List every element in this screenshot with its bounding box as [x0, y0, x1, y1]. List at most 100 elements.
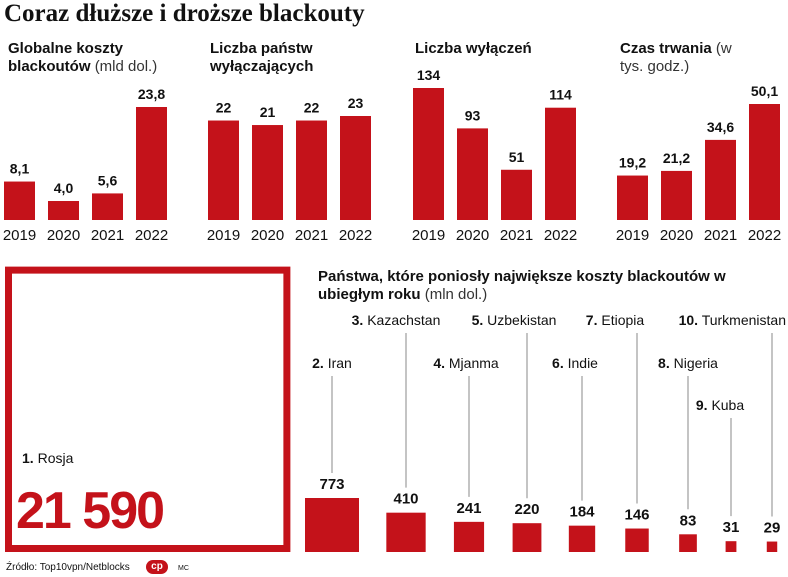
x-tick-label: 2019 — [412, 227, 445, 244]
value-label: 83 — [680, 512, 697, 529]
unit: (mld dol.) — [94, 58, 158, 75]
rank: 3. — [352, 312, 364, 328]
x-tick-label: 2021 — [91, 227, 124, 244]
square — [305, 498, 359, 552]
value-label: 5,6 — [98, 172, 118, 188]
category-label: 6. Indie — [552, 355, 598, 371]
category-label: 4. Mjanma — [433, 355, 499, 371]
bar — [501, 169, 532, 220]
rank: 2. — [312, 355, 324, 371]
square — [386, 512, 426, 552]
unit: (w tys. godz.) — [620, 40, 732, 75]
value-label: 23,8 — [138, 86, 165, 102]
value-label: 93 — [465, 107, 481, 123]
category: Iran — [328, 355, 352, 371]
value-label: 34,6 — [707, 119, 734, 135]
square — [512, 523, 542, 552]
title-text: Państwa, które poniosły największe koszt… — [318, 268, 726, 303]
category: Kazachstan — [367, 312, 440, 328]
category: Kuba — [711, 397, 744, 413]
rank: 1. — [22, 450, 34, 466]
chart-title: Czas trwania (w tys. godz.) — [620, 40, 750, 76]
category: Rosja — [38, 450, 74, 466]
x-tick-label: 2021 — [704, 227, 737, 244]
bar — [413, 88, 444, 220]
chart-title: Globalne koszty blackoutów (mld dol.) — [8, 40, 198, 76]
category-label: 7. Etiopia — [586, 312, 645, 328]
category-label: 3. Kazachstan — [352, 312, 441, 328]
bar — [208, 120, 239, 220]
category: Nigeria — [674, 355, 719, 371]
value-label: 29 — [764, 520, 781, 537]
category-label: 9. Kuba — [696, 397, 744, 413]
value-label: 410 — [393, 491, 418, 508]
source: Źródło: Top10vpn/Netblocks — [6, 562, 130, 573]
title-text: Liczba państw wyłączających — [210, 40, 314, 75]
value-label: 31 — [723, 519, 740, 536]
value-label: 22 — [216, 100, 232, 116]
bar — [749, 104, 780, 220]
title-text: Czas trwania — [620, 40, 712, 57]
square-outline — [5, 266, 291, 552]
x-tick-label: 2021 — [295, 227, 328, 244]
category-label: 1. Rosja — [22, 450, 74, 466]
value-label: 773 — [319, 476, 344, 493]
category: Uzbekistan — [487, 312, 556, 328]
value-label: 114 — [549, 87, 572, 103]
rank: 4. — [433, 355, 445, 371]
unit: (mln dol.) — [424, 286, 488, 303]
chart-title: Liczba wyłączeń — [415, 40, 605, 58]
logo: cp — [146, 560, 168, 574]
square — [725, 541, 737, 552]
value-label: 8,1 — [10, 161, 30, 177]
x-tick-label: 2022 — [135, 227, 168, 244]
value-label: 21,2 — [663, 150, 690, 166]
square — [625, 528, 649, 552]
chart-title: Liczba państw wyłączających — [210, 40, 360, 76]
category: Turkmenistan — [702, 312, 786, 328]
value-label: 146 — [624, 507, 649, 524]
x-tick-label: 2020 — [251, 227, 284, 244]
value-label: 241 — [456, 500, 481, 517]
x-tick-label: 2020 — [660, 227, 693, 244]
value-label: 23 — [348, 95, 364, 111]
chart-title: Państwa, które poniosły największe koszt… — [318, 268, 748, 304]
x-tick-label: 2022 — [339, 227, 372, 244]
rank: 9. — [696, 397, 708, 413]
bar — [457, 128, 488, 220]
square — [568, 525, 596, 552]
bar — [617, 175, 648, 220]
bar — [545, 107, 576, 220]
value-label: 21 590 — [16, 482, 163, 540]
value-label: 134 — [417, 67, 441, 83]
x-tick-label: 2019 — [616, 227, 649, 244]
value-label: 51 — [509, 149, 525, 165]
value-label: 50,1 — [751, 83, 778, 99]
x-tick-label: 2022 — [544, 227, 577, 244]
category: Indie — [568, 355, 599, 371]
category: Mjanma — [449, 355, 499, 371]
category-label: 2. Iran — [312, 355, 352, 371]
rank: 10. — [679, 312, 698, 328]
square — [453, 521, 485, 552]
rank: 8. — [658, 355, 670, 371]
credit: MC — [178, 565, 189, 572]
x-tick-label: 2021 — [500, 227, 533, 244]
value-label: 184 — [569, 504, 595, 521]
category-label: 5. Uzbekistan — [472, 312, 557, 328]
x-tick-label: 2022 — [748, 227, 781, 244]
x-tick-label: 2020 — [47, 227, 80, 244]
bar — [661, 170, 692, 220]
x-tick-label: 2020 — [456, 227, 489, 244]
bar — [136, 107, 167, 220]
value-label: 22 — [304, 100, 320, 116]
bar — [4, 181, 35, 220]
title-text: Liczba wyłączeń — [415, 40, 532, 57]
value-label: 19,2 — [619, 155, 646, 171]
category: Etiopia — [601, 312, 644, 328]
category-label: 8. Nigeria — [658, 355, 718, 371]
bar — [340, 116, 371, 220]
x-tick-label: 2019 — [3, 227, 36, 244]
